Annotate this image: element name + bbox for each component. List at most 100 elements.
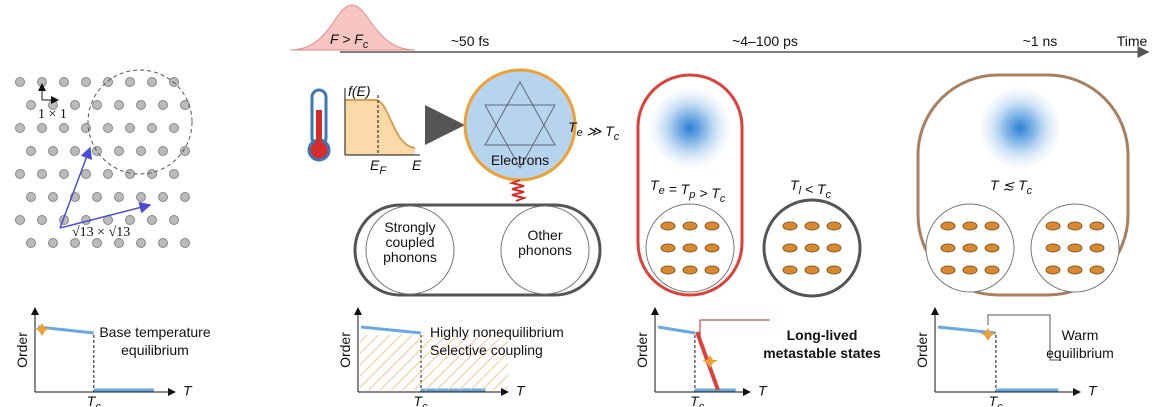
atom	[92, 192, 102, 202]
dashed-circle	[87, 69, 193, 175]
math-label: Tl < Tc	[790, 177, 832, 201]
label: ~50 fs	[451, 33, 490, 49]
math-label: F > Fc	[330, 31, 369, 51]
atom	[158, 238, 168, 248]
math-sub: c	[720, 193, 726, 205]
math-part: F	[330, 31, 340, 47]
kagome	[484, 80, 556, 170]
atom	[125, 123, 135, 133]
atom	[169, 215, 179, 225]
atom	[1045, 265, 1061, 275]
lattice	[15, 77, 190, 248]
label: Order	[914, 332, 930, 368]
atom	[70, 146, 80, 156]
atom	[158, 192, 168, 202]
math-sub: p	[688, 189, 695, 201]
atom	[180, 100, 190, 110]
math-label: Tc	[989, 393, 1004, 407]
math-part: T	[790, 177, 800, 193]
label: Long-lived	[787, 327, 858, 343]
math-label: EF	[370, 157, 387, 177]
atom	[804, 265, 820, 275]
bracket	[987, 314, 1060, 361]
atom	[103, 123, 113, 133]
math-sub: c	[997, 401, 1003, 407]
atom	[1067, 265, 1083, 275]
label: Warm	[1062, 327, 1099, 343]
math-part: T	[990, 177, 1000, 193]
math-part: = T	[665, 181, 691, 197]
atom	[26, 192, 36, 202]
math-part: > F	[338, 31, 364, 47]
atom	[114, 146, 124, 156]
atom	[1067, 221, 1083, 231]
atom	[180, 192, 190, 202]
atom	[180, 238, 190, 248]
label: T	[758, 383, 768, 399]
hatch	[360, 335, 508, 390]
atom	[15, 169, 25, 179]
atom	[92, 100, 102, 110]
math-part: T	[650, 177, 660, 193]
label: equilibrium	[121, 342, 189, 358]
order-line	[657, 325, 696, 335]
stage3-capsule	[916, 73, 1130, 297]
atom	[147, 215, 157, 225]
atom	[940, 221, 956, 231]
atom	[37, 169, 47, 179]
phonon-capsule	[353, 203, 602, 297]
atom	[92, 238, 102, 248]
atom	[48, 238, 58, 248]
vector	[59, 201, 152, 229]
math-part: ≫ T	[583, 123, 615, 139]
pump-pulse	[289, 4, 416, 51]
atom	[704, 221, 720, 231]
atom	[59, 123, 69, 133]
phonon-circle	[500, 205, 590, 295]
electrons-blur	[650, 88, 730, 168]
label: T	[516, 383, 526, 399]
atom	[48, 146, 58, 156]
vector	[59, 146, 92, 229]
math-sub: c	[95, 401, 101, 407]
atom	[59, 77, 69, 87]
label: √13 × √13	[72, 225, 130, 240]
math-label: Tc	[87, 393, 102, 407]
math-part: T	[414, 393, 424, 407]
atom	[114, 192, 124, 202]
atom	[180, 146, 190, 156]
atom	[136, 192, 146, 202]
atom	[169, 123, 179, 133]
atom	[15, 123, 25, 133]
math-label: Tc	[414, 393, 429, 407]
atom	[962, 265, 978, 275]
label: ~1 ns	[1023, 33, 1058, 49]
label: Highly nonequilibrium	[430, 324, 564, 340]
atom	[660, 265, 676, 275]
math-sub: c	[363, 39, 369, 51]
atom	[81, 123, 91, 133]
stage2-capsule	[636, 73, 744, 297]
atom	[940, 265, 956, 275]
atom	[682, 265, 698, 275]
math-part: E	[370, 157, 380, 173]
label: phonons	[518, 242, 572, 258]
math-sub: e	[577, 127, 583, 139]
atom	[782, 265, 798, 275]
atom	[782, 221, 798, 231]
plots	[31, 307, 1081, 396]
atom	[660, 221, 676, 231]
math-sub: c	[422, 401, 428, 407]
label: Order	[634, 332, 650, 368]
label: T	[1088, 383, 1098, 399]
atom	[15, 77, 25, 87]
atom	[103, 77, 113, 87]
atom	[804, 243, 820, 253]
atom	[660, 243, 676, 253]
atom	[136, 238, 146, 248]
math-sub: e	[659, 185, 665, 197]
label: Order	[337, 332, 353, 368]
atom	[70, 238, 80, 248]
atom	[37, 215, 47, 225]
